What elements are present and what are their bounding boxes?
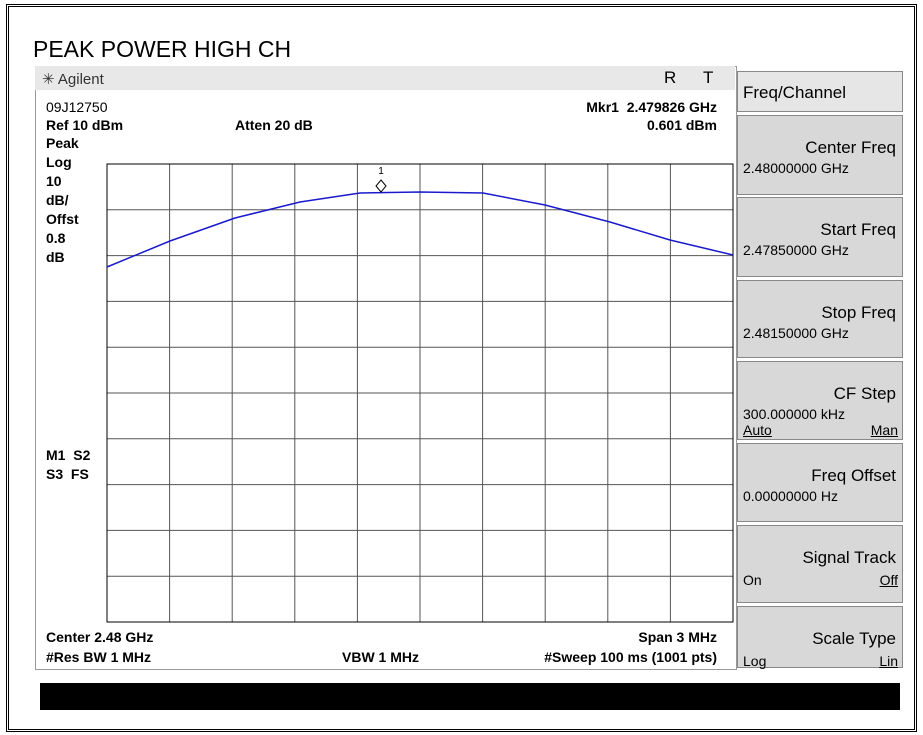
status: M1 S2 S3 FS bbox=[46, 446, 90, 484]
option: Lin bbox=[879, 653, 898, 669]
softkey[interactable]: Stop Freq 2.48150000 GHz bbox=[737, 280, 903, 358]
option: Auto bbox=[743, 422, 772, 438]
span: Span 3 MHz bbox=[638, 629, 717, 645]
marker-freq: Mkr1 2.479826 GHz bbox=[586, 99, 717, 115]
softkey-label: Signal Track bbox=[802, 548, 896, 567]
option: On bbox=[743, 572, 762, 588]
softkey-label: Start Freq bbox=[820, 220, 896, 239]
marker-label: 1 bbox=[378, 166, 384, 177]
file-id: 09J12750 bbox=[46, 99, 108, 115]
menu-title: Freq/Channel bbox=[743, 83, 847, 102]
softkey[interactable]: Center Freq 2.48000000 GHz bbox=[737, 115, 903, 195]
screen bbox=[35, 66, 737, 670]
softkey-label: Center Freq bbox=[805, 138, 896, 157]
rbw: #Res BW 1 MHz bbox=[46, 649, 152, 665]
center: Center 2.48 GHz bbox=[46, 629, 154, 645]
trace bbox=[106, 191, 734, 268]
status-line: M1 S2 bbox=[46, 447, 91, 463]
softkey[interactable]: Freq Offset 0.00000000 Hz bbox=[737, 443, 903, 522]
brand-text: Agilent bbox=[57, 71, 104, 88]
left-label: dB/ bbox=[46, 192, 69, 208]
left-label: Log bbox=[46, 154, 72, 170]
marker bbox=[375, 179, 387, 193]
option: Off bbox=[879, 572, 898, 588]
status-line: S3 FS bbox=[46, 466, 89, 482]
left-label: 0.8 bbox=[46, 230, 66, 246]
option: Log bbox=[743, 653, 767, 669]
softkey-value: 2.48000000 GHz bbox=[743, 160, 849, 176]
softkey-value: 2.48150000 GHz bbox=[743, 325, 849, 341]
softkey-label: Scale Type bbox=[812, 629, 896, 648]
softkey[interactable]: Start Freq 2.47850000 GHz bbox=[737, 197, 903, 277]
softkey-value: 0.00000000 Hz bbox=[743, 488, 838, 504]
left-label: Offst bbox=[46, 211, 79, 227]
softkey-value: 300.000000 kHz bbox=[743, 406, 845, 422]
status-bar bbox=[40, 683, 900, 710]
brand-bar bbox=[35, 66, 735, 90]
vbw: VBW 1 MHz bbox=[342, 649, 419, 665]
left-label: 10 bbox=[46, 173, 62, 189]
brand: ✳ Agilent bbox=[42, 71, 104, 88]
softkey-label: CF Step bbox=[833, 384, 896, 403]
left-labels: Peak Log 10 dB/Offst 0.8 dB bbox=[46, 134, 79, 267]
softkey-title: Freq/Channel bbox=[737, 71, 903, 112]
softkey[interactable]: Signal Track On Off bbox=[737, 525, 903, 603]
sweep: #Sweep 100 ms (1001 pts) bbox=[544, 649, 717, 665]
softkey[interactable]: CF Step 300.000000 kHz Auto Man bbox=[737, 361, 903, 440]
indicator: T bbox=[703, 68, 714, 87]
softkey-label: Stop Freq bbox=[821, 303, 896, 322]
softkey-value: 2.47850000 GHz bbox=[743, 242, 849, 258]
title: PEAK POWER HIGH CH bbox=[33, 36, 292, 62]
attenuation: Atten 20 dB bbox=[235, 117, 313, 133]
left-label: Peak bbox=[46, 135, 79, 151]
softkey-label: Freq Offset bbox=[811, 466, 896, 485]
indicator: R bbox=[664, 68, 677, 87]
ref-level: Ref 10 dBm bbox=[46, 117, 124, 133]
softkey[interactable]: Scale Type Log Lin bbox=[737, 606, 903, 669]
frame bbox=[6, 4, 917, 732]
left-label: dB bbox=[46, 249, 65, 265]
marker-level: 0.601 dBm bbox=[646, 117, 717, 133]
graph-border bbox=[106, 163, 734, 623]
option: Man bbox=[870, 422, 898, 438]
